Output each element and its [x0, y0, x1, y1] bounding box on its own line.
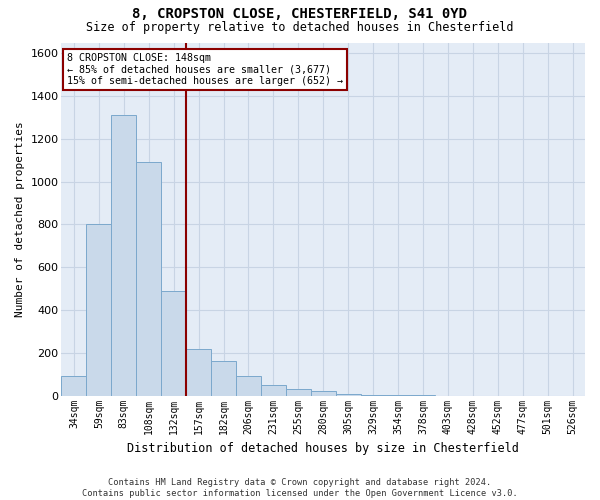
Text: Contains HM Land Registry data © Crown copyright and database right 2024.
Contai: Contains HM Land Registry data © Crown c… [82, 478, 518, 498]
Bar [236, 376, 261, 396]
Text: 8, CROPSTON CLOSE, CHESTERFIELD, S41 0YD: 8, CROPSTON CLOSE, CHESTERFIELD, S41 0YD [133, 8, 467, 22]
Bar [286, 389, 311, 396]
Bar [136, 162, 161, 396]
Text: Size of property relative to detached houses in Chesterfield: Size of property relative to detached ho… [86, 21, 514, 34]
Y-axis label: Number of detached properties: Number of detached properties [15, 121, 25, 317]
Bar [211, 362, 236, 396]
Bar [311, 391, 335, 396]
Bar [86, 224, 112, 396]
Bar [335, 394, 361, 396]
Text: 8 CROPSTON CLOSE: 148sqm
← 85% of detached houses are smaller (3,677)
15% of sem: 8 CROPSTON CLOSE: 148sqm ← 85% of detach… [67, 53, 343, 86]
Bar [112, 116, 136, 396]
Bar [186, 348, 211, 396]
Bar [261, 385, 286, 396]
Bar [161, 291, 186, 396]
Bar [61, 376, 86, 396]
X-axis label: Distribution of detached houses by size in Chesterfield: Distribution of detached houses by size … [127, 442, 519, 455]
